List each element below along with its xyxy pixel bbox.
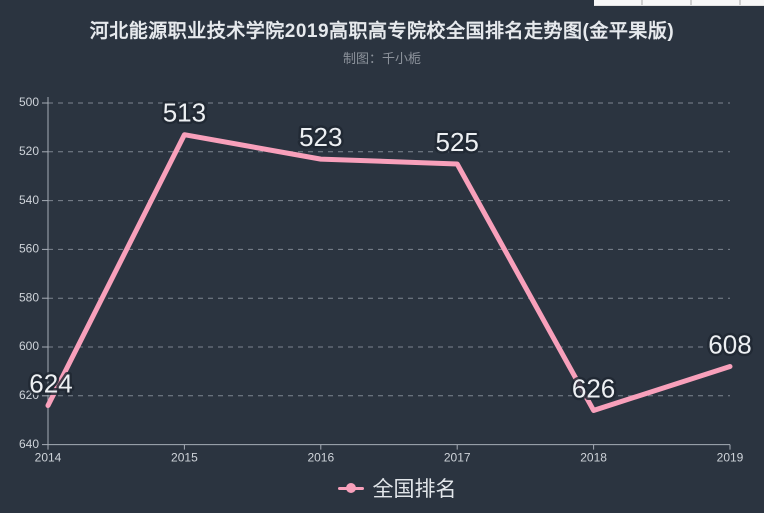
x-tick-label-2017: 2017	[444, 450, 471, 464]
y-tick-label-540: 540	[19, 193, 39, 207]
x-tick-label-2018: 2018	[580, 450, 607, 464]
y-tick-label-500: 500	[19, 95, 39, 109]
x-tick-label-2014: 2014	[35, 450, 62, 464]
data-label-2016: 523	[299, 122, 342, 152]
data-label-2017: 525	[436, 127, 479, 157]
y-tick-label-620: 620	[19, 388, 39, 402]
cropped-table-edge-artifact	[594, 0, 764, 6]
data-label-2015: 513	[163, 98, 206, 128]
y-tick-label-580: 580	[19, 290, 39, 304]
chart-subtitle: 制图：千小栀	[342, 51, 421, 66]
legend-series-label: 全国排名	[372, 478, 457, 501]
data-label-2019: 608	[708, 329, 751, 359]
y-tick-label-560: 560	[19, 242, 39, 256]
y-tick-label-520: 520	[19, 144, 39, 158]
y-tick-label-640: 640	[19, 437, 39, 451]
chart-title: 河北能源职业技术学院2019高职高专院校全国排名走势图(金平果版)	[89, 21, 675, 42]
y-tick-label-600: 600	[19, 339, 39, 353]
data-label-2018: 626	[572, 373, 615, 403]
legend-line-marker-icon	[337, 483, 364, 493]
data-label-2014: 624	[29, 368, 72, 398]
x-tick-label-2019: 2019	[717, 450, 744, 464]
legend-dot-icon	[345, 483, 356, 493]
series-line-全国排名	[45, 132, 733, 413]
x-tick-label-2016: 2016	[307, 450, 334, 464]
x-tick-label-2015: 2015	[171, 450, 198, 464]
chart-legend: 全国排名	[0, 473, 764, 503]
